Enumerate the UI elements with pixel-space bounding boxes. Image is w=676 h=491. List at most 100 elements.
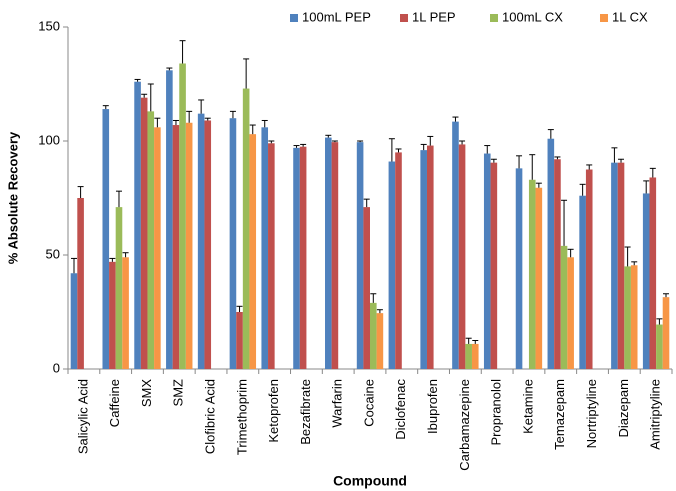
error-bar (261, 119, 268, 128)
x-tick-label: Amitriptyline (648, 379, 663, 450)
legend-swatch (600, 14, 608, 22)
x-tick-label: Clofibric Acid (202, 379, 217, 454)
error-bar (147, 83, 154, 112)
error-bar (243, 58, 250, 89)
bar (134, 81, 141, 369)
bar (662, 297, 670, 369)
bar (560, 245, 568, 369)
x-tick-label: Diclofenac (393, 379, 408, 440)
error-bar (643, 180, 650, 194)
bar (490, 162, 498, 369)
bar (547, 138, 555, 369)
error-bar (370, 293, 377, 303)
error-bar (102, 105, 109, 110)
error-bar (325, 134, 332, 138)
bar (363, 207, 370, 369)
error-bar (567, 248, 574, 258)
bar (331, 142, 339, 369)
error-bar (300, 143, 307, 147)
x-tick-label: Nortriptyline (584, 379, 599, 448)
bar (515, 168, 523, 369)
error-bar (236, 305, 243, 312)
bar (656, 324, 663, 369)
y-tick-label: 50 (46, 246, 60, 261)
bar (535, 187, 543, 369)
error-bar (357, 140, 364, 143)
error-bar (198, 99, 205, 114)
bar (579, 195, 586, 369)
error-bar (229, 110, 236, 119)
bar (249, 134, 257, 369)
bar (166, 70, 173, 369)
error-bar (611, 147, 618, 163)
bar (261, 127, 269, 369)
bar (388, 161, 396, 369)
bar (109, 261, 116, 369)
error-bar (561, 199, 568, 246)
error-bar (624, 246, 631, 267)
error-bar (516, 155, 523, 169)
x-tick-label: Ketamine (520, 379, 535, 434)
error-bar (179, 40, 186, 64)
bar (528, 179, 536, 369)
error-bar (554, 156, 561, 160)
bar (554, 159, 561, 369)
error-bar (465, 337, 472, 344)
error-bar (579, 183, 586, 196)
y-axis-title: % Absolute Recovery (5, 131, 20, 264)
error-bar (293, 145, 300, 148)
error-bar (618, 158, 625, 163)
bar (197, 113, 205, 369)
error-bar (459, 140, 466, 145)
error-bar (115, 190, 122, 208)
error-bar (166, 67, 173, 71)
legend-label: 100mL PEP (302, 9, 371, 24)
error-bar (388, 138, 395, 162)
x-tick-label: Propranolol (489, 379, 504, 446)
bar (140, 97, 148, 370)
error-bar (186, 110, 193, 123)
bar (179, 63, 186, 369)
bar (299, 146, 307, 369)
error-bar (77, 186, 84, 198)
bar (624, 266, 631, 369)
error-bar (204, 117, 211, 121)
bar (585, 169, 593, 369)
bar (172, 125, 180, 369)
bar (649, 177, 657, 369)
bar (356, 142, 364, 369)
bar (630, 265, 638, 369)
error-bar (547, 129, 554, 139)
x-tick-label: SMX (139, 379, 154, 408)
error-bar (331, 140, 338, 143)
error-bar (134, 78, 141, 82)
x-tick-label: Cocaine (361, 379, 376, 427)
x-tick-label: SMZ (171, 379, 186, 407)
legend-swatch (490, 14, 498, 22)
error-bar (395, 148, 402, 153)
error-bar (529, 154, 536, 180)
error-bar (490, 158, 497, 163)
error-bar (249, 124, 256, 135)
bar (242, 88, 250, 369)
x-tick-label: Caffeine (107, 379, 122, 427)
legend-label: 1L PEP (412, 9, 456, 24)
bar (268, 143, 275, 369)
bar (325, 137, 332, 369)
bar (154, 127, 161, 369)
bar (77, 198, 84, 369)
bar (395, 152, 402, 369)
x-tick-label: Carbamazepine (457, 379, 472, 471)
bar (236, 312, 243, 369)
legend-swatch (400, 14, 408, 22)
error-bar (663, 293, 670, 298)
bar (465, 343, 472, 369)
legend-swatch (290, 14, 298, 22)
error-bar (535, 182, 542, 188)
error-bar (484, 145, 491, 154)
error-bar (363, 198, 370, 208)
bar (147, 111, 155, 370)
x-axis-title: Compound (333, 473, 407, 489)
bar (642, 193, 650, 369)
